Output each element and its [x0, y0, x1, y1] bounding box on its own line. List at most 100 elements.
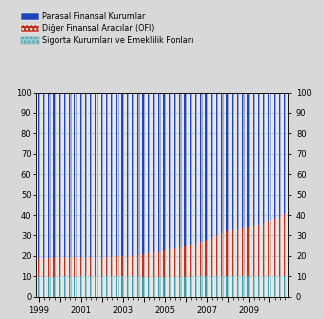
Bar	[275, 276, 276, 297]
Bar	[216, 276, 217, 297]
Bar	[280, 93, 281, 217]
Bar	[54, 257, 56, 277]
Bar	[186, 277, 187, 297]
Bar	[191, 245, 192, 277]
Bar	[144, 254, 145, 277]
Bar	[159, 93, 161, 252]
Bar	[284, 214, 285, 276]
Bar	[264, 223, 265, 276]
Bar	[273, 219, 275, 276]
Bar	[80, 93, 81, 257]
Bar	[75, 93, 77, 257]
Bar	[169, 277, 170, 297]
Bar	[184, 277, 186, 297]
Bar	[158, 277, 159, 297]
Bar	[138, 255, 140, 277]
Bar	[258, 93, 259, 225]
Bar	[163, 277, 165, 297]
Bar	[107, 93, 108, 257]
Bar	[258, 225, 259, 276]
Bar	[175, 248, 176, 277]
Bar	[190, 245, 191, 277]
Bar	[207, 240, 208, 277]
Bar	[95, 93, 97, 257]
Bar	[253, 93, 254, 226]
Bar	[275, 93, 276, 219]
Bar	[238, 276, 239, 297]
Bar	[191, 93, 192, 245]
Bar	[211, 277, 212, 297]
Bar	[81, 276, 82, 297]
Bar	[86, 257, 87, 276]
Bar	[268, 221, 270, 276]
Bar	[38, 277, 39, 297]
Bar	[264, 93, 265, 223]
Bar	[268, 93, 270, 221]
Bar	[59, 277, 60, 297]
Bar	[273, 276, 275, 297]
Bar	[216, 235, 217, 276]
Bar	[163, 250, 165, 277]
Bar	[116, 256, 117, 276]
Bar	[212, 238, 213, 277]
Bar	[43, 277, 44, 297]
Bar	[49, 93, 51, 258]
Bar	[70, 277, 72, 297]
Bar	[102, 93, 103, 257]
Bar	[64, 257, 65, 277]
Bar	[158, 252, 159, 277]
Bar	[127, 93, 128, 256]
Bar	[138, 277, 140, 297]
Bar	[39, 277, 40, 297]
Bar	[133, 277, 134, 297]
Bar	[184, 246, 186, 277]
Bar	[190, 277, 191, 297]
Bar	[38, 93, 39, 258]
Bar	[128, 277, 129, 297]
Bar	[100, 257, 102, 276]
Bar	[221, 234, 222, 276]
Bar	[112, 93, 113, 257]
Bar	[132, 277, 133, 297]
Bar	[284, 276, 285, 297]
Bar	[48, 277, 49, 297]
Bar	[143, 277, 144, 297]
Bar	[186, 93, 187, 246]
Bar	[154, 277, 156, 297]
Bar	[263, 223, 264, 276]
Bar	[226, 276, 227, 297]
Bar	[285, 214, 286, 276]
Bar	[54, 93, 56, 257]
Bar	[228, 276, 229, 297]
Bar	[242, 228, 243, 276]
Bar	[143, 254, 144, 277]
Bar	[85, 276, 86, 297]
Bar	[97, 257, 98, 277]
Bar	[270, 93, 271, 221]
Bar	[253, 276, 254, 297]
Bar	[75, 277, 77, 297]
Bar	[90, 93, 91, 257]
Bar	[143, 93, 144, 254]
Bar	[64, 93, 65, 257]
Bar	[170, 249, 171, 277]
Bar	[247, 93, 249, 227]
Bar	[184, 93, 186, 246]
Bar	[148, 277, 149, 297]
Bar	[180, 247, 182, 277]
Bar	[39, 258, 40, 277]
Bar	[90, 277, 91, 297]
Bar	[233, 230, 234, 276]
Bar	[279, 276, 280, 297]
Bar	[48, 93, 49, 258]
Bar	[118, 93, 119, 256]
Bar	[107, 257, 108, 276]
Bar	[65, 93, 66, 257]
Bar	[169, 249, 170, 277]
Bar	[270, 276, 271, 297]
Bar	[159, 252, 161, 277]
Bar	[242, 276, 243, 297]
Bar	[154, 252, 156, 277]
Bar	[54, 277, 56, 297]
Bar	[112, 276, 113, 297]
